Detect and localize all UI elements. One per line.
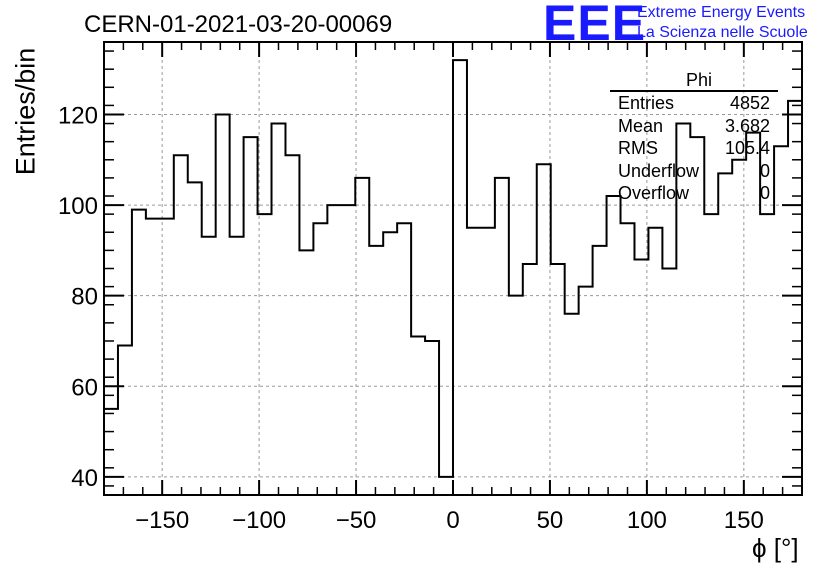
logo-subtitle-line2: La Scienza nelle Scuole: [637, 24, 808, 41]
y-axis-label: Entries/bin: [10, 47, 41, 176]
stats-title: Phi: [685, 70, 712, 90]
stats-row-mean: Mean 3.682: [610, 115, 780, 138]
stats-label: Mean: [618, 115, 664, 136]
x-tick-label: −150: [135, 507, 189, 534]
x-axis-label: ϕ [°]: [752, 533, 799, 563]
histogram-line: [104, 59, 802, 478]
eee-logo: EEE: [543, 0, 647, 51]
x-tick-label: 0: [446, 507, 459, 534]
stats-box: Phi Entries 4852 Mean 3.682 RMS 105.4 Un…: [610, 70, 780, 205]
stats-value: 105.4: [724, 138, 770, 158]
stats-value: 4852: [729, 93, 770, 113]
logo-subtitle-line1: Extreme Energy Events: [637, 4, 806, 21]
stats-row-entries: Entries 4852: [610, 92, 780, 115]
x-tick-label: 100: [627, 507, 667, 534]
y-tick-label: 60: [71, 374, 98, 401]
stats-row-underflow: Underflow 0: [610, 160, 780, 183]
axis-tick-labels: −150 −100 −50 0 50 100 150 40 60 80 100 120: [58, 102, 764, 534]
plot-frame: [103, 41, 803, 496]
x-tick-label: 150: [724, 507, 764, 534]
stats-value: 3.682: [724, 115, 770, 136]
stats-value: 0: [759, 183, 770, 203]
stats-label: RMS: [618, 138, 658, 158]
run-title: CERN-01-2021-03-20-00069: [84, 11, 393, 38]
stats-row-rms: RMS 105.4: [610, 137, 780, 160]
y-tick-label: 100: [58, 193, 98, 220]
y-tick-label: 80: [71, 284, 98, 311]
stats-row-overflow: Overflow 0: [610, 182, 780, 205]
x-tick-label: −100: [232, 507, 286, 534]
stats-value: 0: [759, 160, 770, 181]
stats-label: Overflow: [618, 183, 690, 203]
y-tick-label: 120: [58, 102, 98, 129]
y-tick-label: 40: [71, 465, 98, 492]
x-tick-label: −50: [336, 507, 377, 534]
x-tick-label: 50: [537, 507, 564, 534]
stats-label: Underflow: [618, 160, 700, 181]
stats-divider: [610, 90, 778, 92]
axis-ticks: [104, 42, 802, 495]
stats-label: Entries: [618, 93, 675, 113]
